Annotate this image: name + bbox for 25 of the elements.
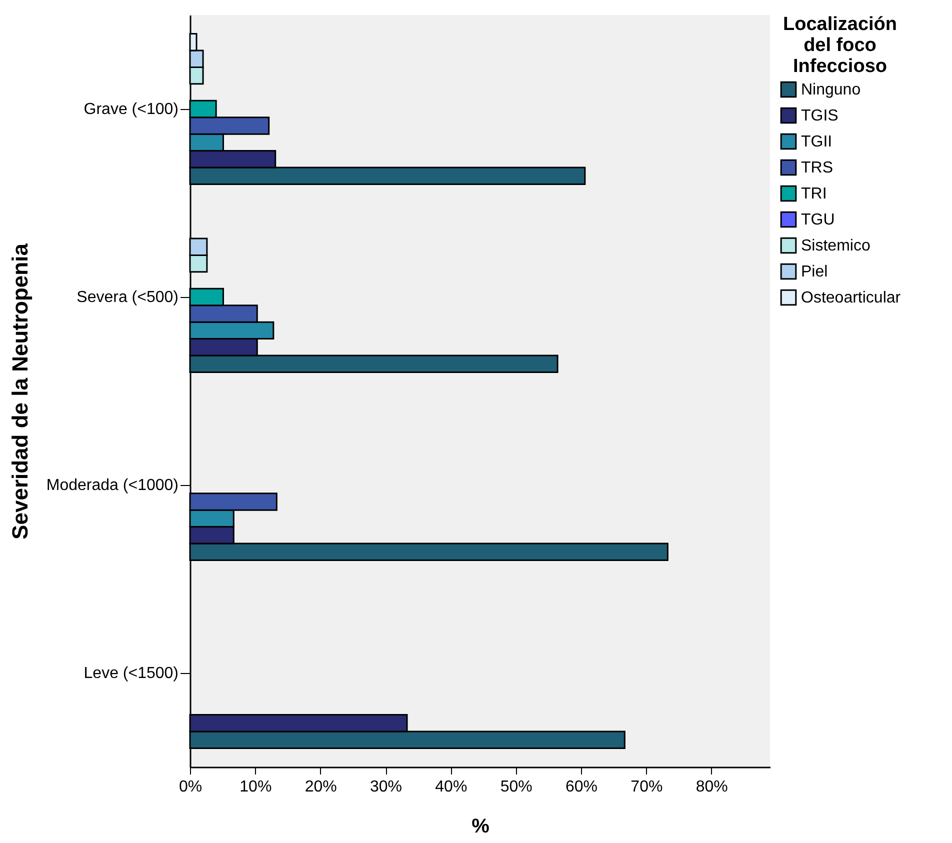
legend-label: Sistemico xyxy=(801,238,870,254)
x-tick-label: 30% xyxy=(370,778,402,796)
x-tick-label: 20% xyxy=(304,778,337,796)
legend-label: TRI xyxy=(801,186,827,202)
x-tick-label: 50% xyxy=(500,778,532,796)
x-tick-label: 60% xyxy=(565,778,598,796)
legend-label: Osteoarticular xyxy=(801,290,902,306)
legend-title: Localización del foco Infeccioso xyxy=(782,14,898,77)
legend-label: TRS xyxy=(801,160,833,176)
y-tick-label: Severa (<500) xyxy=(76,289,178,306)
x-axis-title: % xyxy=(472,816,490,838)
legend-label: TGU xyxy=(801,212,835,228)
y-tick-label: Grave (<100) xyxy=(84,101,178,118)
x-tick-label: 40% xyxy=(435,778,468,796)
x-tick-label: 70% xyxy=(630,778,663,796)
legend-label: TGII xyxy=(801,134,832,150)
y-tick-label: Leve (<1500) xyxy=(84,665,178,682)
legend-label: Piel xyxy=(801,264,828,280)
x-tick-label: 10% xyxy=(240,778,272,796)
y-tick-label: Moderada (<1000) xyxy=(46,477,178,494)
y-axis-title: Severidad de la Neutropenia xyxy=(7,242,32,540)
x-tick-label: 80% xyxy=(696,778,728,796)
legend-label: Ninguno xyxy=(801,82,861,98)
legend-label: TGIS xyxy=(801,108,838,124)
x-tick-label: 0% xyxy=(178,778,202,796)
